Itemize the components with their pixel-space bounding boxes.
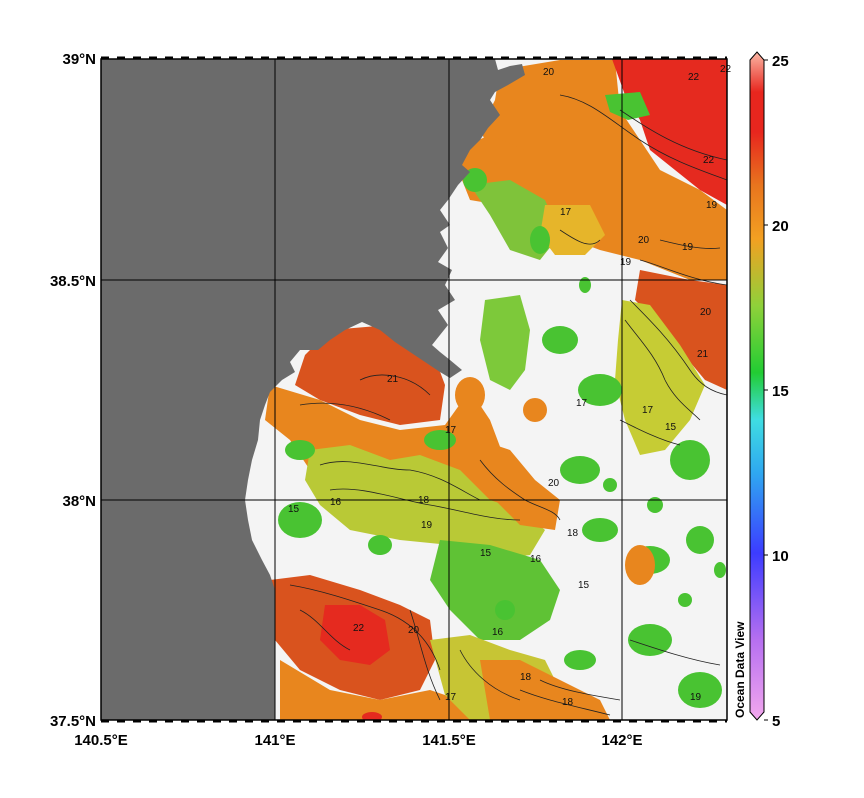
colorbar: 25 20 15 10 5: [749, 51, 789, 730]
graticule: [101, 59, 727, 720]
contour-label: 19: [706, 200, 718, 211]
contour-label: 17: [445, 692, 457, 703]
lat-label-39: 39°N: [62, 51, 96, 68]
temperature-field: [265, 59, 727, 720]
sst-patch-north-yellow: [540, 205, 605, 255]
sst-patch-southwest-red: [320, 605, 390, 665]
contour-label: 19: [421, 520, 433, 531]
colorbar-label-20: 20: [772, 218, 789, 235]
contour-label: 21: [387, 374, 399, 385]
contour-label: 22: [688, 72, 700, 83]
contour-label: 22: [703, 155, 715, 166]
contour-label: 15: [480, 548, 492, 559]
sst-patch-east-redorange: [635, 270, 727, 390]
contour-label: 20: [543, 67, 555, 78]
sst-patch-mideast-orange: [480, 440, 560, 530]
sst-patch-south-orange: [280, 660, 470, 720]
colorbar-label-10: 10: [772, 548, 789, 565]
land-mass: [101, 59, 525, 720]
contour-label: 18: [567, 528, 579, 539]
contour-label: 20: [548, 478, 560, 489]
scattered-orange-patches: [455, 126, 655, 585]
sst-patch-north-green: [605, 92, 650, 120]
lat-label-37-5: 37.5°N: [50, 713, 96, 730]
colorbar-ramp: [749, 51, 765, 721]
colorbar-label-25: 25: [772, 53, 789, 70]
contour-label: 19: [682, 242, 694, 253]
contour-label: 21: [697, 349, 709, 360]
contour-label: 17: [560, 207, 572, 218]
contour-label: 15: [288, 504, 300, 515]
plot-frame: [100, 58, 728, 721]
lon-label-140-5: 140.5°E: [74, 732, 128, 749]
sst-patch-east-yellowgreen: [615, 300, 705, 455]
isotherm-contours: [289, 94, 727, 716]
contour-label: 19: [690, 692, 702, 703]
contour-label: 20: [700, 307, 712, 318]
contour-label: 18: [418, 495, 430, 506]
contour-label: 17: [445, 425, 457, 436]
lat-label-38-5: 38.5°N: [50, 273, 96, 290]
contour-label: 16: [330, 497, 342, 508]
contour-label: 15: [665, 422, 677, 433]
ocean-data-view-watermark: Ocean Data View: [733, 621, 747, 718]
sst-patch-south-orange-east: [480, 660, 610, 720]
lon-label-141-5: 141.5°E: [422, 732, 476, 749]
contour-label: 20: [638, 235, 650, 246]
lon-label-142: 142°E: [601, 732, 642, 749]
plot-area: [101, 59, 727, 720]
contour-label: 17: [576, 398, 588, 409]
contour-labels: 20 22 22 22 19 19 20 19 20 21 21 17 17 15 17 15 16 18 20 19…: [288, 64, 732, 708]
colorbar-label-5: 5: [772, 713, 780, 730]
lat-label-38: 38°N: [62, 493, 96, 510]
contour-label: 15: [578, 580, 590, 591]
sst-patch-small-red: [362, 712, 382, 720]
contour-label: 22: [353, 623, 365, 634]
contour-label: 16: [492, 627, 504, 638]
contour-label: 20: [408, 625, 420, 636]
contour-label: 16: [530, 554, 542, 565]
sst-patch-center-green: [480, 295, 530, 390]
sst-patch-north-orange: [480, 60, 727, 280]
contour-label: 22: [720, 64, 732, 75]
contour-label: 18: [520, 672, 532, 683]
contour-label: 17: [642, 405, 654, 416]
sst-patch-central-yellowgreen: [305, 445, 545, 560]
sst-patch-south-green: [430, 540, 560, 640]
contour-label: 18: [562, 697, 574, 708]
colorbar-label-15: 15: [772, 383, 789, 400]
contour-label: 19: [620, 257, 632, 268]
lon-label-141: 141°E: [254, 732, 295, 749]
